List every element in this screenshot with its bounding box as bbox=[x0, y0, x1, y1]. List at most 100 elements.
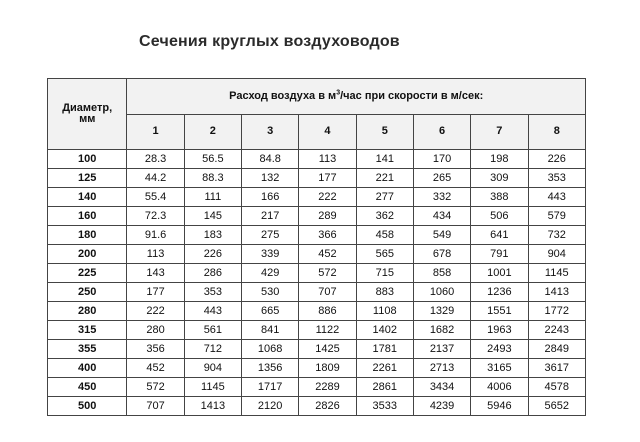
airflow-value-cell: 353 bbox=[527, 168, 586, 188]
diameter-cell: 125 bbox=[46, 168, 128, 188]
airflow-value-cell: 1356 bbox=[241, 358, 300, 378]
airflow-value-cell: 1551 bbox=[470, 301, 529, 321]
airflow-value-cell: 452 bbox=[298, 244, 357, 264]
airflow-value-cell: 1781 bbox=[355, 339, 414, 359]
airflow-value-cell: 1001 bbox=[470, 263, 529, 283]
airflow-value-cell: 1413 bbox=[183, 396, 243, 416]
airflow-value-cell: 530 bbox=[241, 282, 300, 302]
airflow-value-cell: 366 bbox=[298, 225, 357, 245]
airflow-value-cell: 280 bbox=[126, 320, 185, 340]
airflow-value-cell: 113 bbox=[126, 244, 185, 264]
diameter-cell: 500 bbox=[46, 396, 128, 416]
airflow-value-cell: 561 bbox=[183, 320, 243, 340]
airflow-value-cell: 309 bbox=[470, 168, 529, 188]
airflow-value-cell: 2261 bbox=[355, 358, 414, 378]
airflow-value-cell: 2137 bbox=[412, 339, 472, 359]
airflow-value-cell: 56.5 bbox=[183, 149, 243, 169]
airflow-value-cell: 286 bbox=[183, 263, 243, 283]
airflow-value-cell: 4239 bbox=[412, 396, 472, 416]
airflow-value-cell: 904 bbox=[183, 358, 243, 378]
airflow-value-cell: 170 bbox=[412, 149, 472, 169]
speed-header-cell: 4 bbox=[298, 113, 357, 150]
airflow-value-cell: 2849 bbox=[527, 339, 586, 359]
diameter-cell: 100 bbox=[46, 149, 128, 169]
airflow-value-cell: 113 bbox=[298, 149, 357, 169]
table-row: 250 177 353 530 707 883 1060 1236 1413 bbox=[46, 282, 586, 302]
table-row: 160 72.3 145 217 289 362 434 506 579 bbox=[46, 206, 586, 226]
diameter-cell: 250 bbox=[46, 282, 128, 302]
speed-header-cell: 2 bbox=[183, 113, 243, 150]
airflow-value-cell: 565 bbox=[355, 244, 414, 264]
airflow-value-cell: 858 bbox=[412, 263, 472, 283]
airflow-group-header: Расход воздуха в м3/час при скорости в м… bbox=[126, 78, 586, 115]
airflow-value-cell: 1772 bbox=[527, 301, 586, 321]
speed-header-cell: 6 bbox=[412, 113, 472, 150]
airflow-value-cell: 841 bbox=[241, 320, 300, 340]
airflow-value-cell: 434 bbox=[412, 206, 472, 226]
airflow-value-cell: 222 bbox=[126, 301, 185, 321]
airflow-value-cell: 84.8 bbox=[241, 149, 300, 169]
table-body: 100 28.3 56.5 84.8 113 141 170 198 226 125 44.2 88.… bbox=[46, 149, 586, 416]
diameter-header-label: Диаметр, bbox=[62, 102, 113, 114]
table-row: 200 113 226 339 452 565 678 791 904 bbox=[46, 244, 586, 264]
airflow-value-cell: 2243 bbox=[527, 320, 586, 340]
airflow-value-cell: 3533 bbox=[355, 396, 414, 416]
airflow-value-cell: 1122 bbox=[298, 320, 357, 340]
airflow-value-cell: 226 bbox=[527, 149, 586, 169]
diameter-cell: 280 bbox=[46, 301, 128, 321]
airflow-value-cell: 572 bbox=[126, 377, 185, 397]
airflow-value-cell: 443 bbox=[527, 187, 586, 207]
airflow-value-cell: 2289 bbox=[298, 377, 357, 397]
airflow-value-cell: 88.3 bbox=[183, 168, 243, 188]
airflow-header-prefix: Расход воздуха в м bbox=[229, 89, 337, 102]
airflow-value-cell: 715 bbox=[355, 263, 414, 283]
airflow-value-cell: 2826 bbox=[298, 396, 357, 416]
airflow-value-cell: 166 bbox=[241, 187, 300, 207]
airflow-value-cell: 707 bbox=[126, 396, 185, 416]
table-row: 225 143 286 429 572 715 858 1001 1145 bbox=[46, 263, 586, 283]
airflow-value-cell: 177 bbox=[298, 168, 357, 188]
airflow-value-cell: 1060 bbox=[412, 282, 472, 302]
diameter-cell: 315 bbox=[46, 320, 128, 340]
airflow-value-cell: 1068 bbox=[241, 339, 300, 359]
airflow-value-cell: 2861 bbox=[355, 377, 414, 397]
airflow-value-cell: 665 bbox=[241, 301, 300, 321]
airflow-value-cell: 353 bbox=[183, 282, 243, 302]
airflow-value-cell: 55.4 bbox=[126, 187, 185, 207]
airflow-value-cell: 572 bbox=[298, 263, 357, 283]
airflow-value-cell: 183 bbox=[183, 225, 243, 245]
diameter-cell: 180 bbox=[46, 225, 128, 245]
airflow-value-cell: 452 bbox=[126, 358, 185, 378]
airflow-value-cell: 143 bbox=[126, 263, 185, 283]
airflow-header-superscript: 3 bbox=[336, 89, 341, 97]
airflow-value-cell: 5652 bbox=[527, 396, 586, 416]
airflow-value-cell: 1145 bbox=[183, 377, 243, 397]
airflow-value-cell: 732 bbox=[527, 225, 586, 245]
airflow-value-cell: 132 bbox=[241, 168, 300, 188]
table-row: 315 280 561 841 1122 1402 1682 1963 2243 bbox=[46, 320, 586, 340]
airflow-value-cell: 362 bbox=[355, 206, 414, 226]
airflow-value-cell: 2493 bbox=[470, 339, 529, 359]
table-row: 140 55.4 111 166 222 277 332 388 443 bbox=[46, 187, 586, 207]
table-row: 280 222 443 665 886 1108 1329 1551 1772 bbox=[46, 301, 586, 321]
airflow-value-cell: 275 bbox=[241, 225, 300, 245]
airflow-value-cell: 3165 bbox=[470, 358, 529, 378]
airflow-table: Диаметр, мм Расход воздуха в м3/час при … bbox=[46, 78, 586, 416]
diameter-header-unit: мм bbox=[79, 113, 96, 125]
airflow-value-cell: 1236 bbox=[470, 282, 529, 302]
diameter-cell: 200 bbox=[46, 244, 128, 264]
airflow-value-cell: 198 bbox=[470, 149, 529, 169]
diameter-cell: 400 bbox=[46, 358, 128, 378]
airflow-value-cell: 1145 bbox=[527, 263, 586, 283]
airflow-value-cell: 3434 bbox=[412, 377, 472, 397]
airflow-value-cell: 1809 bbox=[298, 358, 357, 378]
airflow-value-cell: 339 bbox=[241, 244, 300, 264]
airflow-value-cell: 4006 bbox=[470, 377, 529, 397]
table-row: 100 28.3 56.5 84.8 113 141 170 198 226 bbox=[46, 149, 586, 169]
airflow-value-cell: 712 bbox=[183, 339, 243, 359]
airflow-value-cell: 2713 bbox=[412, 358, 472, 378]
airflow-value-cell: 141 bbox=[355, 149, 414, 169]
airflow-value-cell: 111 bbox=[183, 187, 243, 207]
airflow-value-cell: 91.6 bbox=[126, 225, 185, 245]
